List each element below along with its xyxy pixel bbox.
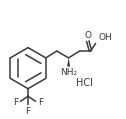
Polygon shape [67,58,70,67]
Text: F: F [38,98,43,107]
Text: NH₂: NH₂ [60,68,77,77]
Text: F: F [13,98,18,107]
Text: O: O [84,31,91,40]
Text: F: F [25,107,31,116]
Text: HCl: HCl [76,78,93,88]
Text: OH: OH [98,33,112,42]
